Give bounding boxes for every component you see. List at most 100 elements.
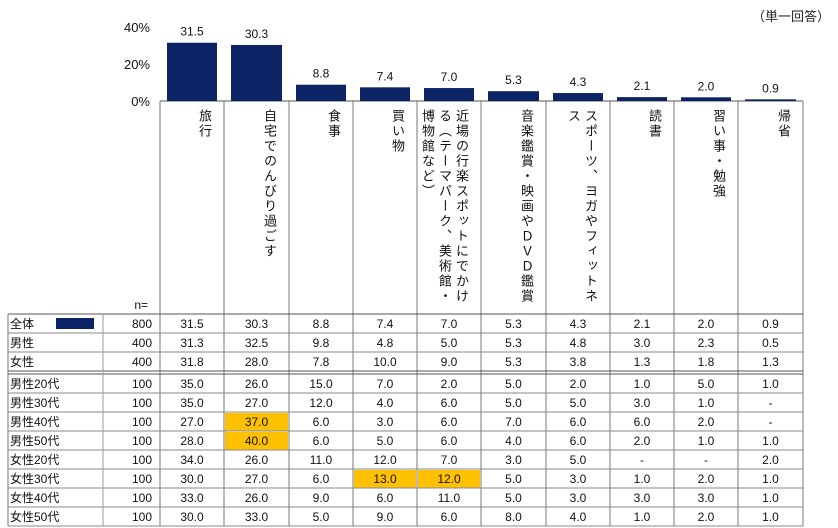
table-cell: 31.8	[180, 355, 204, 369]
row-label: 全体	[10, 316, 34, 331]
table-cell: 7.0	[441, 317, 458, 331]
table-cell: 11.0	[310, 453, 333, 467]
table-cell: 2.0	[762, 453, 779, 467]
table-cell: 12.0	[373, 453, 397, 467]
table-cell: 33.0	[245, 510, 269, 524]
table-cell: 3.0	[377, 415, 394, 429]
table-cell: 1.0	[762, 491, 779, 505]
table-cell: 6.0	[441, 434, 458, 448]
category-label: 旅行	[196, 109, 211, 139]
table-cell: 27.0	[180, 415, 204, 429]
category-label: 音楽鑑賞・映画やＤＶＤ鑑賞	[518, 109, 533, 304]
table-cell: 11.0	[438, 491, 461, 505]
row-label: 男性50代	[10, 434, 59, 448]
table-cell: 6.0	[634, 415, 651, 429]
table-cell: 2.0	[698, 317, 715, 331]
table-cell: 10.0	[373, 355, 397, 369]
table-cell: 27.0	[245, 472, 269, 486]
table-cell: 35.0	[180, 396, 204, 410]
table-cell: 6.0	[570, 415, 587, 429]
table-cell: 5.3	[505, 355, 522, 369]
table-cell: 27.0	[245, 396, 269, 410]
table-cell: 4.8	[377, 336, 394, 350]
table-cell: 2.0	[570, 377, 587, 391]
row-label: 女性40代	[10, 490, 59, 505]
table-cell: 2.0	[698, 472, 715, 486]
table-cell: 3.0	[634, 396, 651, 410]
table-cell: -	[640, 453, 644, 467]
table-cell: -	[769, 396, 773, 410]
category-label: 自宅でのんびり過ごす	[261, 109, 276, 259]
table-cell: 35.0	[180, 377, 204, 391]
legend-swatch	[56, 318, 94, 329]
table-cell: 9.0	[377, 510, 394, 524]
table-cell: 30.3	[245, 317, 269, 331]
row-n: 100	[132, 396, 152, 410]
table-cell: 26.0	[245, 453, 269, 467]
table-cell: 7.8	[313, 355, 330, 369]
table-cell: 2.0	[698, 415, 715, 429]
table-cell: 1.3	[634, 355, 651, 369]
row-label: 女性	[10, 354, 34, 369]
bar-value-label: 0.9	[762, 81, 779, 95]
table-cell: 5.0	[505, 472, 522, 486]
row-label: 男性	[10, 336, 34, 350]
table-cell: 6.0	[570, 434, 587, 448]
table-cell: 5.3	[505, 317, 522, 331]
bar-value-label: 2.0	[698, 79, 715, 93]
table-cell: 1.0	[762, 377, 779, 391]
row-label: 女性20代	[10, 452, 59, 467]
table-cell: 6.0	[313, 415, 330, 429]
table-cell: 40.0	[245, 434, 269, 448]
row-label: 男性40代	[10, 415, 59, 429]
table-cell: 1.0	[698, 434, 715, 448]
table-cell: 0.9	[762, 317, 779, 331]
table-cell: 3.0	[570, 491, 587, 505]
highlight-cell	[225, 413, 288, 431]
table-cell: 28.0	[180, 434, 204, 448]
row-label: 女性50代	[10, 509, 59, 524]
table-cell: 1.3	[762, 355, 779, 369]
table-cell: 2.0	[441, 377, 458, 391]
bar	[360, 87, 410, 101]
row-n: 100	[132, 415, 152, 429]
table-cell: 6.0	[441, 415, 458, 429]
table-cell: 32.5	[245, 336, 269, 350]
table-cell: 31.5	[180, 317, 204, 331]
bar-value-label: 8.8	[313, 67, 330, 81]
row-n: 100	[132, 377, 152, 391]
table-cell: 6.0	[441, 510, 458, 524]
y-tick-label: 0%	[131, 94, 150, 109]
bar	[167, 42, 217, 101]
table-cell: 1.0	[634, 510, 651, 524]
row-n: 100	[132, 491, 152, 505]
table-cell: 7.0	[377, 377, 394, 391]
table-cell: 1.0	[634, 377, 651, 391]
table-cell: 8.0	[505, 510, 522, 524]
table-cell: 3.0	[570, 472, 587, 486]
table-cell: 12.0	[309, 396, 333, 410]
table-cell: 1.8	[698, 355, 715, 369]
table-cell: 4.8	[570, 336, 587, 350]
table-cell: 3.0	[634, 336, 651, 350]
table-cell: 4.0	[377, 396, 394, 410]
row-n: 100	[132, 510, 152, 524]
table-cell: 28.0	[245, 355, 269, 369]
row-label: 男性20代	[10, 377, 59, 391]
table-cell: 6.0	[377, 491, 394, 505]
bar	[296, 84, 346, 101]
table-cell: 12.0	[437, 472, 461, 486]
table-cell: 26.0	[245, 491, 269, 505]
table-cell: 1.0	[698, 396, 715, 410]
table-cell: 15.0	[309, 377, 333, 391]
bar	[681, 97, 731, 101]
table-cell: 31.3	[180, 336, 204, 350]
table-cell: 5.0	[570, 396, 587, 410]
bar-value-label: 31.5	[180, 25, 204, 39]
table-cell: 5.0	[377, 434, 394, 448]
table-cell: 5.0	[505, 377, 522, 391]
row-n: 400	[132, 336, 152, 350]
bar-value-label: 7.0	[441, 70, 458, 84]
table-cell: 3.0	[505, 453, 522, 467]
table-cell: 3.0	[698, 491, 715, 505]
